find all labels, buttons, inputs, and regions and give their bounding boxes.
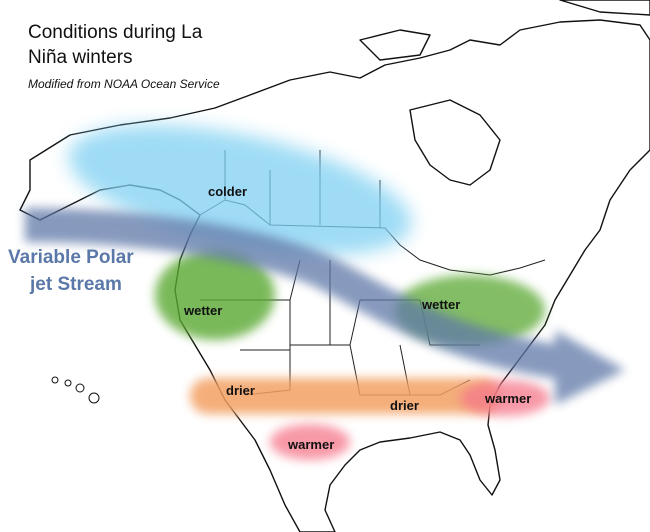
region-label: warmer [287, 437, 334, 452]
hudson-bay [409, 99, 501, 186]
warmer-region-south [270, 424, 350, 460]
wetter-region-west [155, 250, 275, 340]
title-line: Niña winters [28, 47, 133, 68]
region-label: drier [390, 398, 419, 413]
warmer-region-east [460, 380, 550, 416]
title-line: Conditions during La [28, 22, 203, 43]
jet-stream-label: jet Stream [29, 274, 122, 295]
region-label: warmer [484, 391, 531, 406]
drier-region [190, 378, 500, 414]
region-label: drier [226, 383, 255, 398]
colder-region [68, 125, 412, 255]
arctic-island [359, 29, 431, 61]
region-label: colder [208, 184, 247, 199]
jet-stream-label: Variable Polar [8, 247, 134, 268]
region-label: wetter [183, 303, 222, 318]
region-label: wetter [421, 297, 460, 312]
hawaii [51, 376, 100, 404]
jet-stream-arrow [24, 208, 625, 405]
subtitle: Modified from NOAA Ocean Service [28, 77, 220, 91]
greenland-edge [559, 0, 650, 16]
